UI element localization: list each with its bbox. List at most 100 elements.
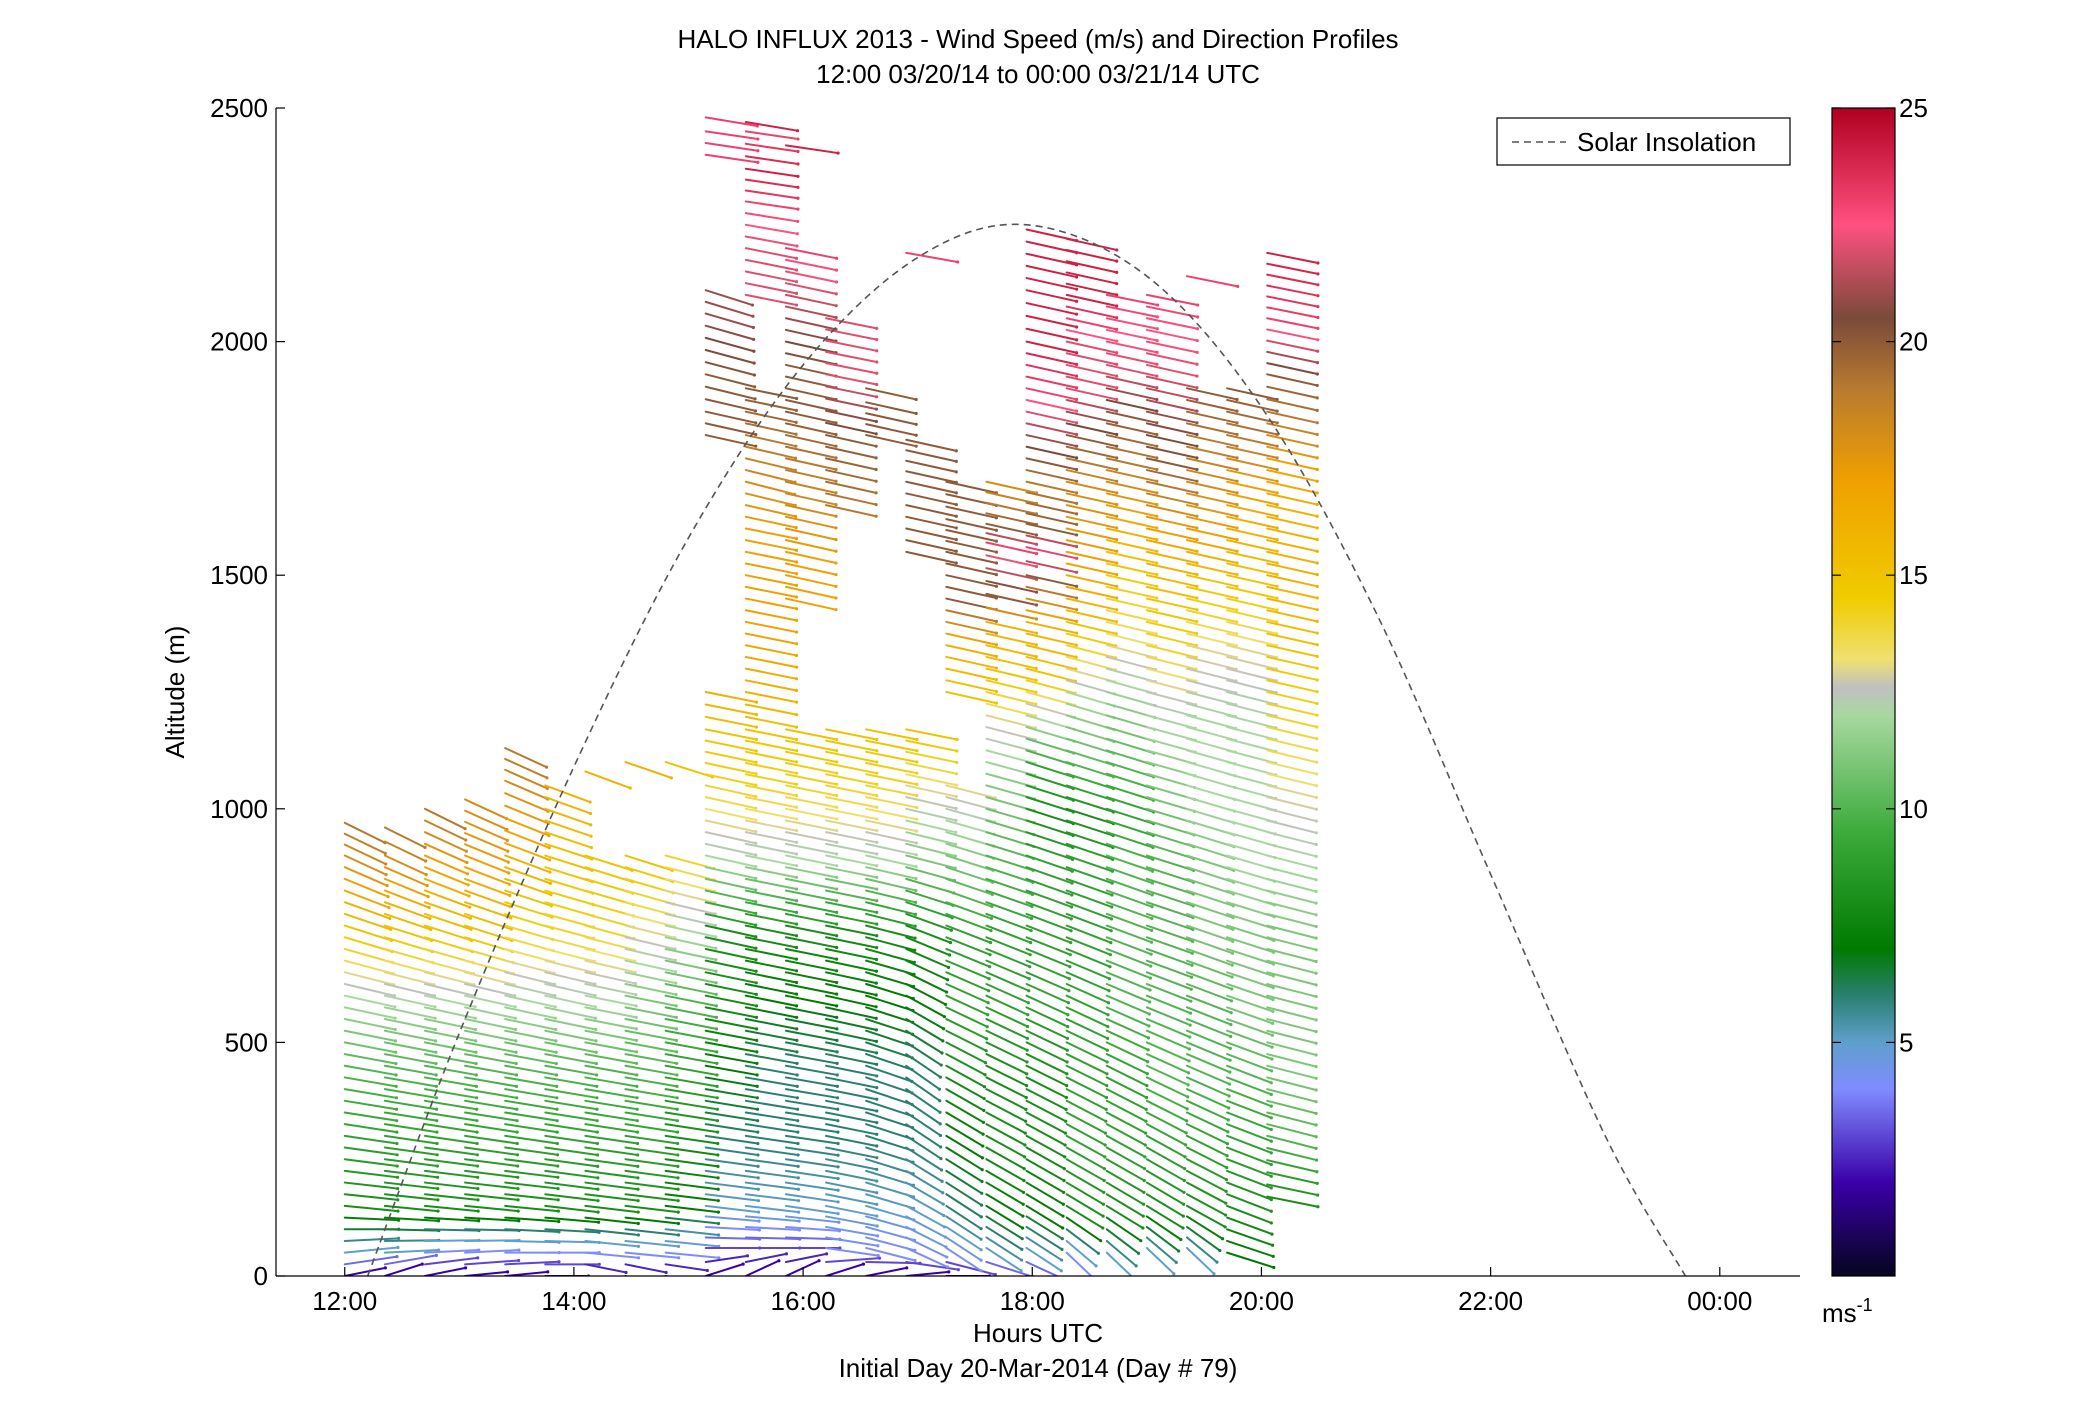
wind-arrow [985,632,1038,646]
wind-arrow [1226,983,1275,1001]
wind-arrow-head [834,561,838,565]
wind-arrow [464,1076,518,1088]
wind-arrow [784,901,838,914]
wind-arrow-head [875,793,879,798]
wind-arrow [704,971,758,984]
wind-arrow [664,912,717,927]
wind-arrow-head [716,1130,720,1134]
wind-arrow-head [634,1015,638,1019]
wind-arrow-head [514,1084,519,1088]
wind-arrow-head [835,980,839,985]
wind-arrow [464,889,512,908]
wind-arrow-head [1022,1167,1026,1171]
wind-arrow-head [1061,1226,1065,1230]
wind-arrow-head [835,934,839,938]
wind-arrow [825,750,878,763]
wind-arrow-head [395,1153,399,1157]
wind-arrow-head [717,1256,721,1260]
wind-arrow-head [514,1061,518,1066]
wind-arrow-head [1227,1106,1231,1110]
wind-arrow-head [994,666,998,670]
wind-arrow [905,750,958,764]
wind-arrow [704,1134,759,1145]
wind-arrow [383,1169,439,1179]
wind-arrow [744,550,798,563]
wind-arrow [1105,1216,1142,1242]
wind-arrow [544,1111,599,1122]
wind-arrow [865,773,918,786]
wind-arrow [865,901,917,916]
wind-arrow-head [426,895,430,899]
wind-arrow [1185,457,1239,471]
wind-arrow-head [875,749,879,753]
wind-arrow [784,1018,838,1030]
wind-arrow-head [1065,1036,1070,1040]
wind-arrow-head [836,1176,840,1181]
wind-arrow [945,667,998,681]
wind-arrow-head [715,1107,719,1111]
wind-arrow-head [954,794,958,799]
wind-arrow [985,567,1038,581]
wind-arrow-head [794,771,799,775]
wind-arrow [1025,434,1078,448]
wind-arrow-head [1115,479,1119,483]
wind-arrow-head [394,1073,398,1077]
wind-arrow [1105,585,1158,600]
wind-arrow-head [824,1252,829,1256]
wind-arrow [1145,1181,1185,1206]
wind-arrow [784,889,838,902]
wind-arrow [704,819,757,833]
wind-arrow-head [1115,304,1119,308]
wind-arrow-head [1230,987,1234,991]
wind-arrow [584,1181,639,1191]
wind-arrow [825,339,878,352]
wind-arrow-head [835,1061,839,1066]
wind-arrow-head [1139,1239,1143,1243]
x-tick-label: 14:00 [541,1286,606,1316]
wind-arrow [504,959,556,975]
wind-arrow [784,1088,839,1099]
wind-arrow [383,971,435,986]
wind-arrow-head [875,910,879,914]
wind-arrow [985,554,1038,568]
wind-arrow-head [1314,1018,1318,1022]
wind-arrow-head [1228,1070,1232,1074]
wind-arrow-head [594,1050,598,1054]
wind-arrow [1266,562,1319,576]
wind-arrow [1185,422,1239,436]
wind-arrow-head [1029,941,1033,945]
wind-arrow [1025,854,1074,873]
wind-arrow-head [754,806,758,810]
wind-arrow-head [754,981,758,985]
wind-arrow-head [1235,526,1239,530]
wind-arrow-head [1034,617,1039,621]
wind-arrow [744,912,798,926]
wind-arrow [784,1053,839,1065]
wind-arrow [624,1029,678,1042]
wind-arrow-head [834,573,838,577]
wind-arrow-head [664,1270,668,1275]
wind-arrow [1185,480,1239,494]
wind-arrow [1266,362,1319,376]
wind-arrow [1145,936,1194,955]
wind-arrow [744,1123,799,1134]
wind-arrow [1266,1099,1318,1115]
wind-arrow [544,842,593,860]
wind-arrow-head [1070,881,1074,885]
wind-arrow [343,1193,399,1201]
wind-arrow-head [942,1015,947,1019]
wind-arrow-head [554,1027,558,1032]
wind-arrow [704,889,757,903]
wind-arrow [1065,819,1115,837]
wind-arrow [584,1018,638,1030]
wind-arrow [784,728,838,741]
wind-arrow-head [752,349,756,353]
wind-arrow-head [1195,432,1199,437]
wind-arrow [504,768,549,790]
wind-arrow-head [954,449,958,453]
wind-arrow-head [545,786,549,791]
wind-arrow [1025,534,1078,548]
wind-arrow [423,912,473,931]
wind-arrow [1025,796,1075,813]
wind-arrow-head [753,385,757,389]
